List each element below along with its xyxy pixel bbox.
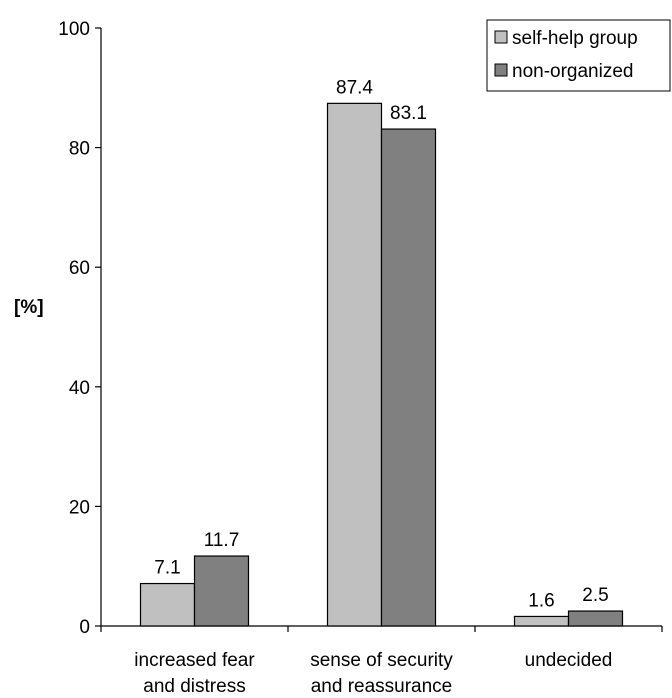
labels: 7.1 11.7 increased fear and distress 87.4 83.… bbox=[134, 77, 612, 697]
legend-swatch bbox=[494, 63, 508, 77]
y-tick-label: 20 bbox=[69, 497, 90, 518]
y-tick-label: 40 bbox=[69, 378, 90, 399]
bar bbox=[193, 555, 250, 627]
category-label: and reassurance bbox=[311, 676, 453, 697]
legend-box bbox=[486, 19, 671, 92]
legend-swatch bbox=[494, 30, 508, 44]
category-label: undecided bbox=[525, 650, 613, 671]
y-tick-label: 0 bbox=[79, 617, 90, 638]
y-tick-label: 60 bbox=[69, 258, 90, 279]
y-axis-label: [%] bbox=[14, 297, 44, 318]
data-label: 2.5 bbox=[582, 585, 608, 606]
bar bbox=[380, 128, 437, 627]
bar bbox=[513, 615, 570, 627]
data-label: 1.6 bbox=[528, 590, 554, 611]
category-label: and distress bbox=[143, 676, 245, 697]
y-tick-label: 100 bbox=[58, 19, 90, 40]
data-label: 7.1 bbox=[154, 558, 180, 579]
bars bbox=[139, 102, 624, 627]
bar bbox=[567, 610, 624, 627]
data-label: 11.7 bbox=[204, 530, 240, 551]
data-label: 83.1 bbox=[390, 103, 427, 124]
category-label: sense of security bbox=[310, 650, 453, 671]
legend-label: non-organized bbox=[512, 61, 633, 82]
bar bbox=[326, 102, 383, 627]
legend: self-help group non-organized bbox=[486, 19, 671, 92]
bar bbox=[139, 582, 196, 627]
legend-label: self-help group bbox=[512, 28, 638, 49]
y-tick-label: 80 bbox=[69, 139, 90, 160]
data-label: 87.4 bbox=[336, 77, 373, 98]
category-label: increased fear bbox=[134, 650, 255, 671]
